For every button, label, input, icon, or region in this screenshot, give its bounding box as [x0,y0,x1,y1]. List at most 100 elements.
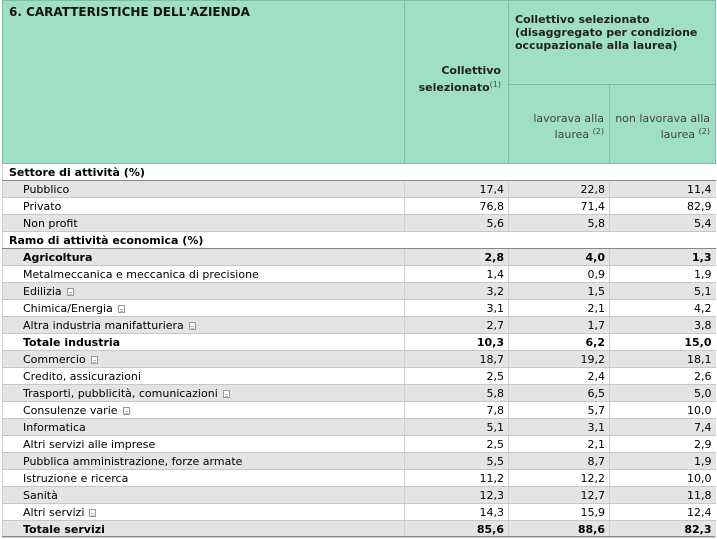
value-cell: 5,8 [508,214,610,232]
table-row: Totale industria 10,3 6,2 15,0 [2,333,716,351]
table-row: Chimica/Energia 3,1 2,1 4,2 [2,299,716,317]
value-cell: 19,2 [508,350,610,368]
value-cell: 7,8 [404,401,509,419]
value-cell: 1,9 [609,265,716,283]
row-label-cell: Istruzione e ricerca [2,469,405,487]
document-icon[interactable] [222,389,230,398]
column-header-lavorava: lavorava alla laurea (2) [508,84,610,164]
value-cell: 1,4 [404,265,509,283]
value-cell: 1,9 [609,452,716,470]
row-label-cell: Totale servizi [2,520,405,538]
row-label: Pubblica amministrazione, forze armate [23,454,243,468]
footnote-2: (2) [592,127,604,136]
table-row: Informatica 5,1 3,1 7,4 [2,418,716,436]
row-label-cell: Metalmeccanica e meccanica di precisione [2,265,405,283]
table-row: Sanità 12,3 12,7 11,8 [2,486,716,504]
section-header-row: Settore di attività (%) [2,163,716,181]
table-title: 6. CARATTERISTICHE DELL'AZIENDA [2,0,405,164]
row-label-cell: Altri servizi alle imprese [2,435,405,453]
table-row: Privato 76,8 71,4 82,9 [2,197,716,215]
value-cell: 2,9 [609,435,716,453]
value-cell: 5,8 [404,384,509,402]
value-cell: 2,5 [404,435,509,453]
value-cell: 10,0 [609,469,716,487]
row-label: Agricoltura [23,250,93,264]
value-cell: 14,3 [404,503,509,521]
row-label-cell: Altra industria manifatturiera [2,316,405,334]
row-label: Edilizia [23,284,62,298]
table-row: Trasporti, pubblicità, comunicazioni 5,8 6… [2,384,716,402]
table-row: Pubblica amministrazione, forze armate 5,… [2,452,716,470]
value-cell: 17,4 [404,180,509,198]
value-cell: 1,5 [508,282,610,300]
footnote-1: (1) [489,80,501,89]
value-cell: 3,8 [609,316,716,334]
table-body: Settore di attività (%) Pubblico 17,4 22,8 1… [2,163,716,538]
table-row: Non profit 5,6 5,8 5,4 [2,214,716,232]
row-label: Consulenze varie [23,403,118,417]
column-header-non-lavorava: non lavorava alla laurea (2) [609,84,716,164]
document-icon[interactable] [66,287,74,296]
row-label: Commercio [23,352,86,366]
value-cell: 7,4 [609,418,716,436]
value-cell: 2,8 [404,248,509,266]
table-bottom-border [2,536,715,537]
document-icon[interactable] [90,355,98,364]
column-header-non-lavorava-label: non lavorava alla laurea [615,112,710,141]
row-label: Altri servizi alle imprese [23,437,156,451]
column-header-lavorava-label: lavorava alla laurea [533,112,604,141]
value-cell: 12,3 [404,486,509,504]
row-label-cell: Credito, assicurazioni [2,367,405,385]
value-cell: 12,7 [508,486,610,504]
value-cell: 12,4 [609,503,716,521]
row-label: Metalmeccanica e meccanica di precisione [23,267,259,281]
row-label: Chimica/Energia [23,301,113,315]
row-label-cell: Chimica/Energia [2,299,405,317]
value-cell: 15,0 [609,333,716,351]
value-cell: 11,8 [609,486,716,504]
value-cell: 6,2 [508,333,610,351]
value-cell: 4,0 [508,248,610,266]
row-label-cell: Pubblica amministrazione, forze armate [2,452,405,470]
value-cell: 2,5 [404,367,509,385]
value-cell: 5,4 [609,214,716,232]
row-label: Totale industria [23,335,121,349]
value-cell: 1,3 [609,248,716,266]
document-icon[interactable] [117,304,125,313]
document-icon[interactable] [122,406,130,415]
column-header-collettivo: Collettivo selezionato(1) [404,0,509,164]
value-cell: 2,6 [609,367,716,385]
table-row: Istruzione e ricerca 11,2 12,2 10,0 [2,469,716,487]
table-row: Pubblico 17,4 22,8 11,4 [2,180,716,198]
value-cell: 18,1 [609,350,716,368]
table-row: Consulenze varie 7,8 5,7 10,0 [2,401,716,419]
row-label-cell: Altri servizi [2,503,405,521]
footnote-2: (2) [698,127,710,136]
value-cell: 88,6 [508,520,610,538]
document-icon[interactable] [89,508,97,517]
row-label-cell: Trasporti, pubblicità, comunicazioni [2,384,405,402]
row-label: Altri servizi [23,505,85,519]
value-cell: 10,3 [404,333,509,351]
table-row: Edilizia 3,2 1,5 5,1 [2,282,716,300]
row-label-cell: Pubblico [2,180,405,198]
value-cell: 71,4 [508,197,610,215]
row-label: Trasporti, pubblicità, comunicazioni [23,386,218,400]
value-cell: 12,2 [508,469,610,487]
document-icon[interactable] [188,321,196,330]
row-label-cell: Totale industria [2,333,405,351]
section-header-row: Ramo di attività economica (%) [2,231,716,249]
value-cell: 82,3 [609,520,716,538]
value-cell: 8,7 [508,452,610,470]
row-label: Pubblico [23,182,70,196]
table-row: Altra industria manifatturiera 2,7 1,7 3,8 [2,316,716,334]
value-cell: 2,7 [404,316,509,334]
table-row: Credito, assicurazioni 2,5 2,4 2,6 [2,367,716,385]
value-cell: 2,4 [508,367,610,385]
row-label: Altra industria manifatturiera [23,318,184,332]
table-row: Altri servizi alle imprese 2,5 2,1 2,9 [2,435,716,453]
section-title: Ramo di attività economica (%) [2,231,716,249]
row-label: Credito, assicurazioni [23,369,141,383]
